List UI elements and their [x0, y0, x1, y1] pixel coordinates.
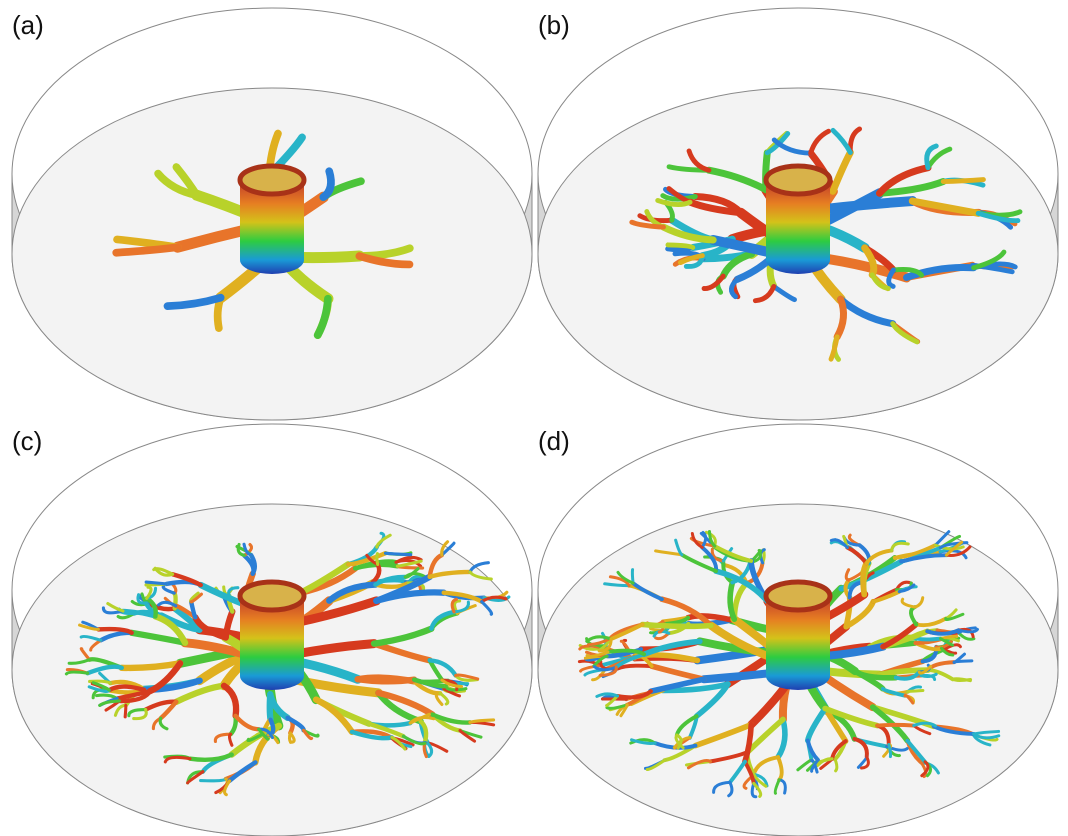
dendrite-branch [146, 582, 166, 584]
stem-top [766, 166, 830, 194]
figure: (a) (b) (c) (d) [0, 0, 1068, 836]
dendrite-branch [358, 679, 415, 681]
dendrite-branch [642, 624, 710, 626]
panel-label: (c) [12, 426, 42, 456]
panel: (c) [12, 424, 532, 836]
dendrite-branch [632, 570, 633, 584]
dendrite-branch [668, 245, 693, 248]
stem-top [240, 582, 304, 610]
panel: (b) [538, 8, 1058, 420]
stem-top [240, 166, 304, 194]
dendrite-branch [66, 672, 87, 674]
panel-label: (d) [538, 426, 570, 456]
panel: (a) [12, 8, 532, 420]
dendrite-branch [863, 563, 866, 594]
dendrite-branch [908, 690, 923, 691]
dendrite-branch [835, 759, 837, 770]
stem-top [766, 582, 830, 610]
dendrite-branch [877, 725, 913, 726]
dendrite-branch [385, 553, 410, 555]
dendrite-branch [201, 779, 226, 781]
dendrite-branch [270, 694, 271, 719]
panel-label: (a) [12, 10, 44, 40]
panel-label: (b) [538, 10, 570, 40]
dendrite-branch [377, 554, 378, 565]
panel: (d) [538, 424, 1058, 836]
dendrite-branch [943, 180, 983, 182]
dendrite-branch [125, 705, 126, 716]
